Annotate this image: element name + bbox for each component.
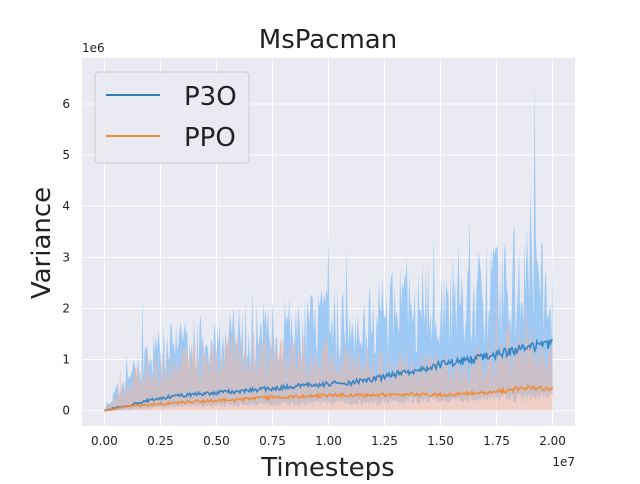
x-axis-label: Timesteps — [260, 453, 394, 480]
y-tick-label: 1 — [62, 353, 70, 367]
mean-lines — [104, 338, 554, 412]
y-tick-label: 2 — [62, 301, 70, 315]
variance-bands — [104, 73, 553, 412]
y-tick-label: 3 — [62, 250, 70, 264]
line-ppo — [104, 384, 554, 412]
x-tick-label: 1.50 — [427, 434, 454, 448]
x-tick-label: 1.75 — [483, 434, 510, 448]
chart-title: MsPacman — [259, 25, 397, 55]
y-tick-label: 5 — [62, 148, 70, 162]
x-tick-label: 2.00 — [539, 434, 566, 448]
line-p3o — [104, 338, 554, 412]
band-ppo — [104, 262, 553, 412]
y-tick-label: 4 — [62, 199, 70, 213]
y-tick-label: 6 — [62, 97, 70, 111]
y-axis-label: Variance — [27, 187, 57, 299]
y-tick-label: 0 — [62, 404, 70, 418]
y-axis-ticks: 0 1 2 3 4 5 6 — [62, 97, 70, 418]
legend: P3O PPO — [94, 71, 250, 164]
x-axis-offset-label: 1e7 — [552, 455, 575, 469]
y-axis-offset-label: 1e6 — [82, 41, 105, 55]
band-p3o — [104, 73, 553, 412]
x-tick-label: 1.25 — [371, 434, 398, 448]
x-axis-ticks: 0.00 0.25 0.50 0.75 1.00 1.25 1.50 1.75 2.00 — [91, 434, 566, 448]
x-tick-label: 1.00 — [315, 434, 342, 448]
x-tick-label: 0.00 — [91, 434, 118, 448]
legend-label-ppo: PPO — [184, 123, 236, 153]
x-tick-label: 0.25 — [147, 434, 174, 448]
x-tick-label: 0.75 — [259, 434, 286, 448]
x-tick-label: 0.50 — [203, 434, 230, 448]
legend-label-p3o: P3O — [184, 82, 237, 112]
